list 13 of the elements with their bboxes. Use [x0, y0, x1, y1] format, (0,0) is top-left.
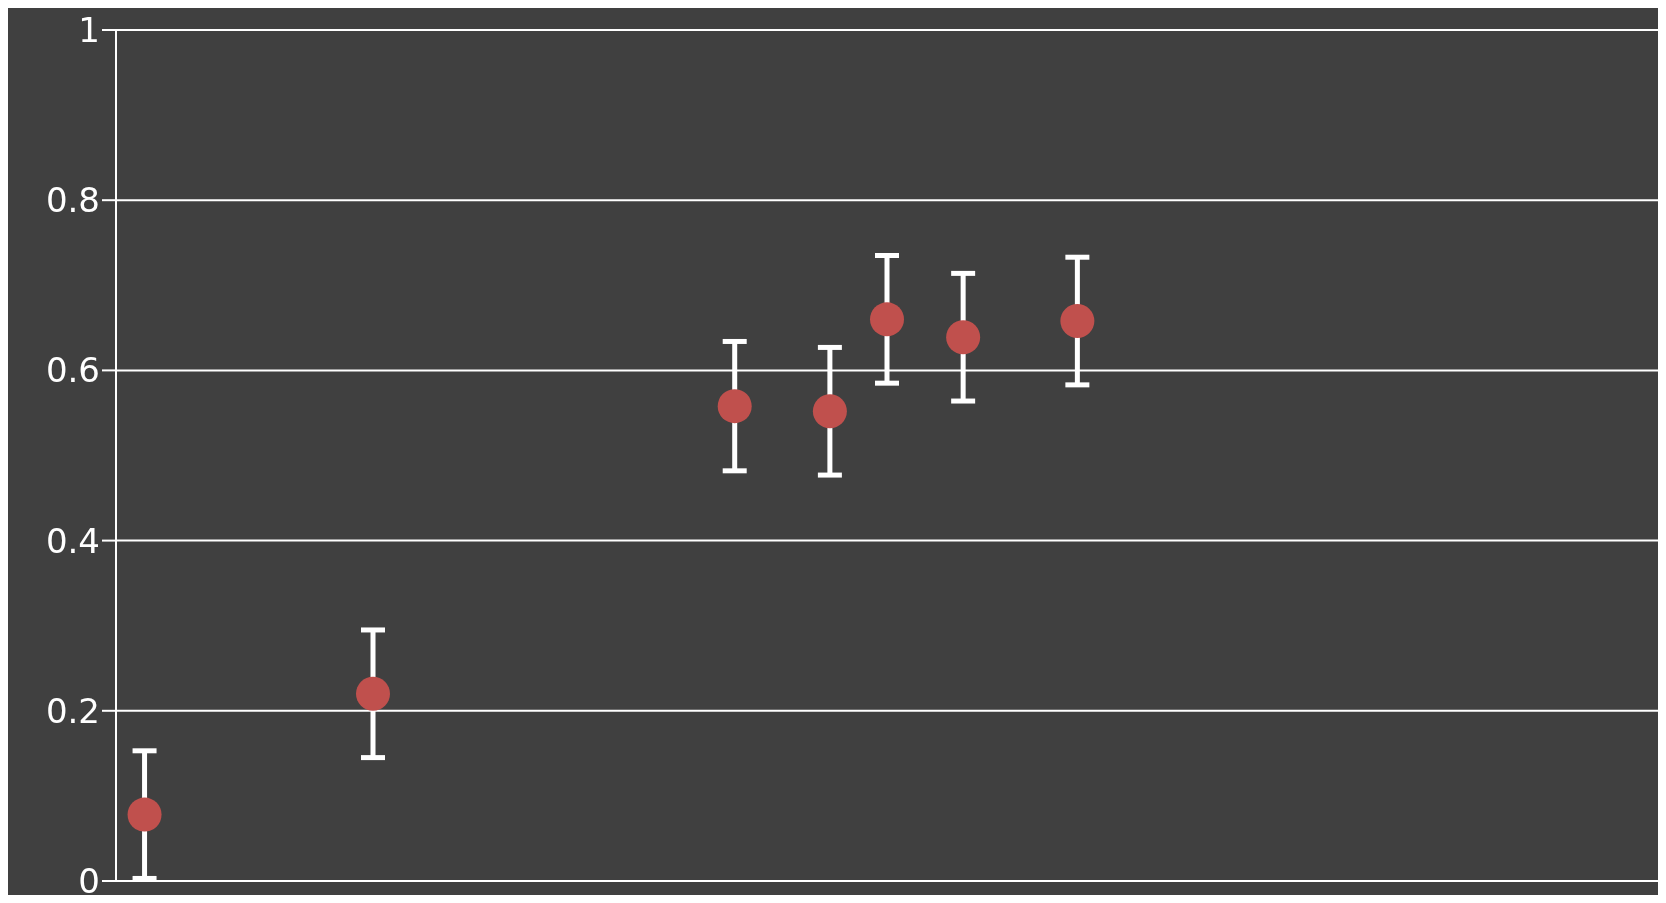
y-tick-label: 0	[78, 861, 100, 902]
y-tick-label: 0.4	[45, 520, 100, 561]
y-tick-label: 0.6	[45, 350, 100, 391]
point	[812, 394, 847, 429]
point	[946, 320, 981, 355]
y-tick-label: 0.2	[45, 690, 100, 731]
y-tick-label: 1	[78, 10, 100, 51]
y-tick-label: 0.8	[45, 180, 100, 221]
point	[356, 676, 390, 711]
point	[717, 389, 752, 424]
point	[127, 797, 162, 832]
point	[870, 302, 904, 337]
point	[1060, 304, 1095, 339]
